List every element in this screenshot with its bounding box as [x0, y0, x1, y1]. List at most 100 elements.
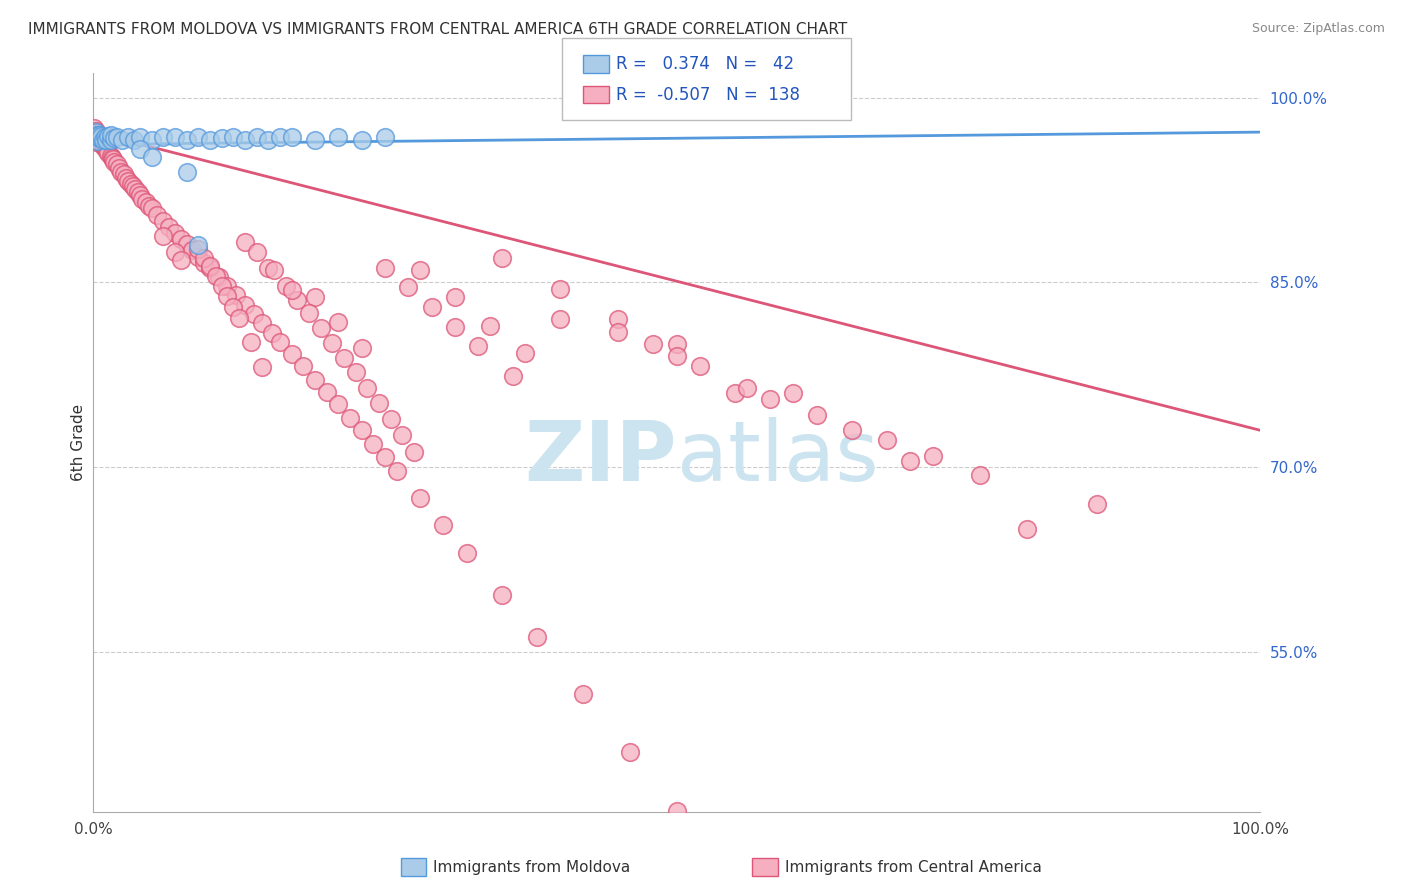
Point — [141, 132, 163, 146]
Point — [328, 130, 350, 145]
Point — [391, 428, 413, 442]
Point — [280, 347, 302, 361]
Point — [84, 124, 107, 138]
Point — [198, 260, 221, 275]
Text: atlas: atlas — [676, 417, 879, 498]
Point — [607, 312, 630, 326]
Point — [198, 132, 221, 146]
Point — [94, 132, 117, 146]
Point — [170, 253, 193, 268]
Point — [100, 148, 122, 162]
Point — [84, 125, 107, 139]
Point — [409, 491, 432, 505]
Point — [117, 174, 139, 188]
Point — [128, 142, 150, 156]
Point — [350, 341, 373, 355]
Point — [344, 365, 367, 379]
Point — [176, 237, 198, 252]
Point — [187, 238, 209, 252]
Point — [491, 588, 513, 602]
Point — [315, 385, 337, 400]
Point — [513, 345, 536, 359]
Point — [607, 325, 630, 339]
Point — [420, 300, 443, 314]
Point — [86, 134, 108, 148]
Point — [280, 283, 302, 297]
Point — [100, 128, 122, 142]
Point — [87, 135, 110, 149]
Point — [87, 130, 110, 145]
Point — [491, 251, 513, 265]
Point — [176, 132, 198, 146]
Point — [127, 186, 149, 200]
Point — [444, 290, 467, 304]
Point — [876, 433, 898, 447]
Point — [87, 136, 110, 151]
Point — [724, 867, 747, 881]
Point — [233, 132, 256, 146]
Point — [368, 396, 391, 410]
Point — [170, 232, 193, 246]
Point — [548, 282, 571, 296]
Point — [456, 546, 478, 560]
Point — [108, 161, 131, 175]
Point — [135, 195, 157, 210]
Text: Immigrants from Moldova: Immigrants from Moldova — [433, 860, 630, 874]
Point — [141, 150, 163, 164]
Point — [665, 337, 688, 351]
Point — [396, 280, 419, 294]
Point — [112, 167, 135, 181]
Point — [689, 359, 711, 374]
Point — [361, 437, 384, 451]
Point — [724, 386, 747, 401]
Point — [117, 130, 139, 145]
Point — [245, 244, 267, 259]
Point — [233, 235, 256, 249]
Text: IMMIGRANTS FROM MOLDOVA VS IMMIGRANTS FROM CENTRAL AMERICA 6TH GRADE CORRELATION: IMMIGRANTS FROM MOLDOVA VS IMMIGRANTS FR… — [28, 22, 848, 37]
Point — [163, 244, 186, 259]
Point — [120, 177, 142, 191]
Point — [260, 326, 283, 340]
Point — [922, 449, 945, 463]
Point — [665, 804, 688, 818]
Point — [239, 334, 262, 349]
Point — [526, 630, 548, 644]
Point — [665, 349, 688, 363]
Point — [94, 130, 117, 145]
Point — [198, 260, 221, 274]
Point — [257, 260, 280, 275]
Point — [339, 411, 361, 425]
Point — [211, 131, 233, 145]
Point — [898, 454, 921, 468]
Point — [101, 152, 124, 166]
Point — [735, 381, 758, 395]
Point — [309, 321, 332, 335]
Point — [105, 157, 128, 171]
Point — [257, 132, 280, 146]
Point — [380, 412, 402, 426]
Point — [105, 130, 128, 145]
Point — [86, 126, 108, 140]
Point — [163, 130, 186, 145]
Point — [374, 260, 396, 275]
Text: Source: ZipAtlas.com: Source: ZipAtlas.com — [1251, 22, 1385, 36]
Point — [619, 745, 641, 759]
Point — [87, 128, 110, 142]
Point — [176, 164, 198, 178]
Point — [100, 132, 122, 146]
Point — [90, 128, 112, 143]
Point — [233, 297, 256, 311]
Point — [298, 306, 321, 320]
Point — [89, 132, 111, 146]
Point — [217, 289, 239, 303]
Point — [152, 214, 174, 228]
Point — [467, 339, 489, 353]
Point — [806, 409, 828, 423]
Point — [1085, 497, 1108, 511]
Y-axis label: 6th Grade: 6th Grade — [72, 404, 86, 481]
Point — [356, 381, 378, 395]
Point — [228, 311, 250, 326]
Point — [87, 128, 110, 143]
Point — [152, 228, 174, 243]
Point — [128, 188, 150, 202]
